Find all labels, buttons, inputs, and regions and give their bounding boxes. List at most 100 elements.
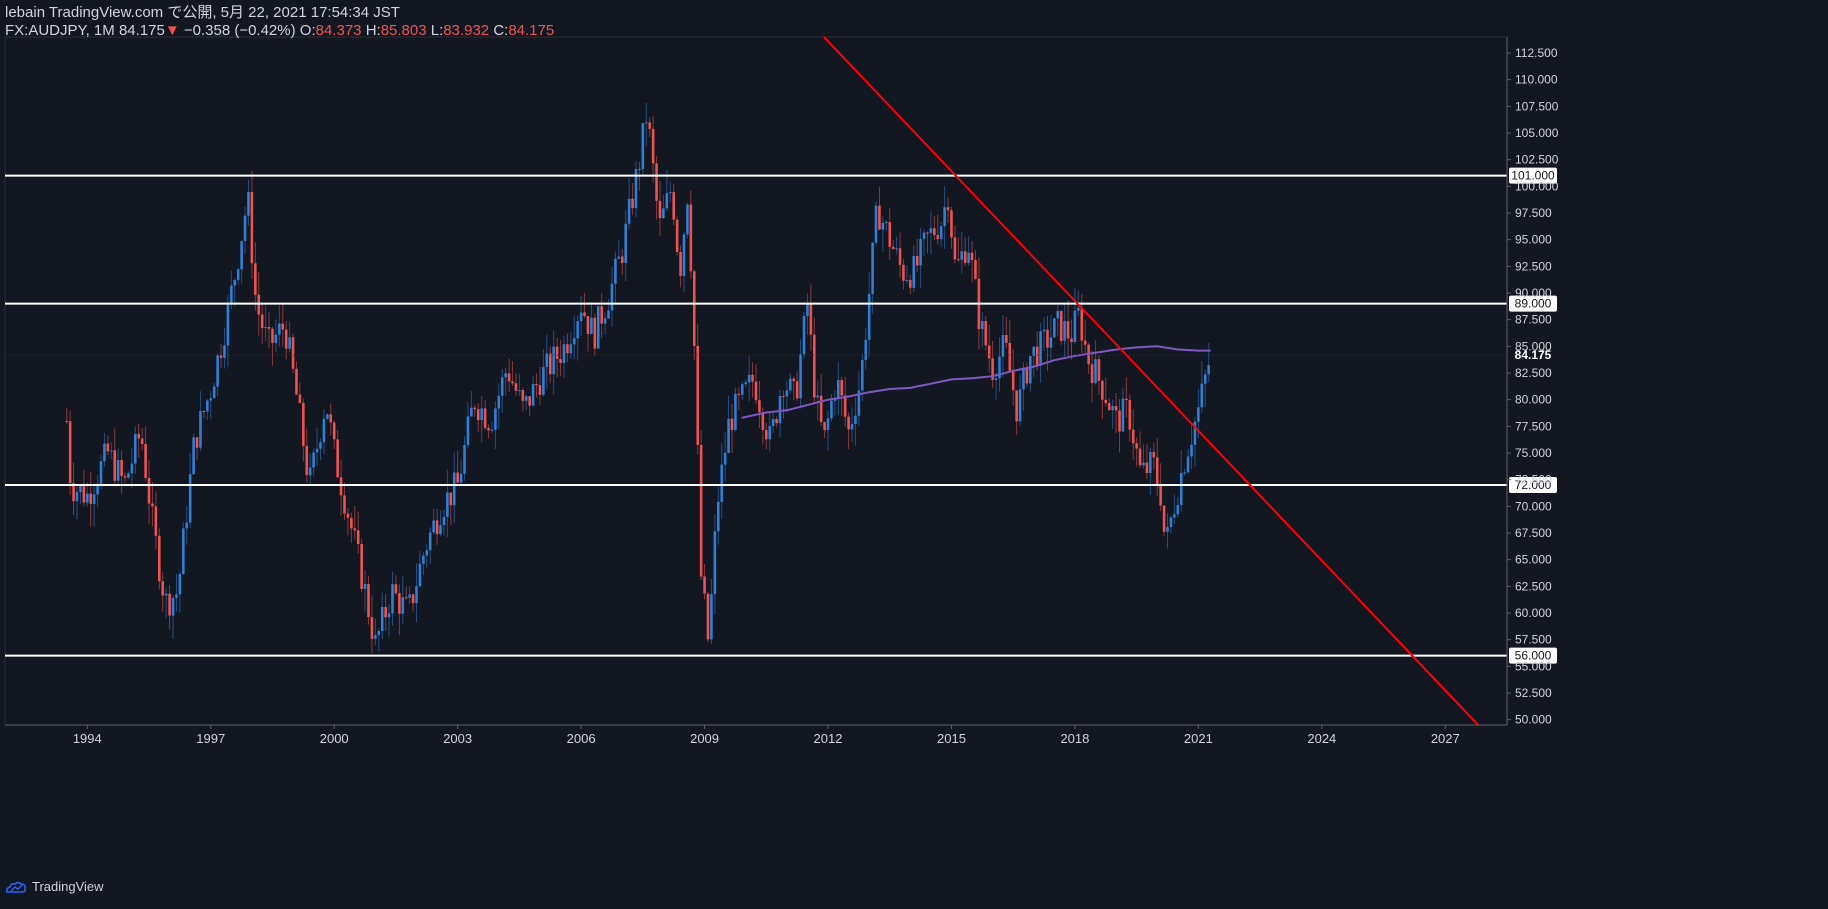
candle-body <box>415 586 418 604</box>
candle-body <box>535 383 538 386</box>
candle-body <box>1090 364 1094 384</box>
level-label-box <box>1509 295 1557 312</box>
candle-body <box>185 522 189 529</box>
level-label-box <box>1509 167 1557 184</box>
candle-body <box>888 222 892 247</box>
candle-body <box>490 429 494 431</box>
footer-brand[interactable]: TradingView <box>5 879 104 894</box>
candle-body <box>867 294 871 340</box>
candle-body <box>802 315 806 355</box>
candle-body <box>449 492 453 506</box>
change-value: −0.358 (−0.42%) <box>183 22 296 39</box>
candle-body <box>765 429 768 440</box>
candle-body <box>329 414 333 423</box>
candle-body <box>734 393 737 431</box>
candle-body <box>284 329 288 349</box>
candle-body <box>271 328 274 344</box>
candle-body <box>1159 484 1162 506</box>
candle-body <box>1179 472 1183 505</box>
last-price: 84.175 <box>118 22 165 39</box>
candle-body <box>140 438 144 445</box>
y-tick-label: 95.000 <box>1515 233 1552 247</box>
high-label: H: <box>365 22 381 39</box>
candle-body <box>387 613 391 618</box>
level-label-box <box>1509 647 1557 664</box>
candle-body <box>1015 390 1018 422</box>
candle-body <box>192 437 195 475</box>
candle-body <box>895 248 898 250</box>
y-tick-label: 77.500 <box>1515 419 1552 433</box>
candle-body <box>411 594 415 604</box>
candle-body <box>785 390 789 397</box>
candle-body <box>737 393 741 395</box>
candle-body <box>356 530 360 544</box>
x-tick-label: 1997 <box>196 731 225 746</box>
candle-body <box>1173 514 1176 518</box>
candle-body <box>92 494 96 504</box>
candle-body <box>638 169 641 171</box>
candle-body <box>178 574 182 595</box>
candle-body <box>422 555 425 564</box>
candle-body <box>830 400 833 419</box>
candle-body <box>209 398 213 401</box>
candle-body <box>514 383 518 391</box>
candle-body <box>837 380 840 398</box>
candle-body <box>614 258 617 284</box>
level-label: 56.000 <box>1515 649 1552 663</box>
publisher-line: lebain TradingView.com で公開, 5月 22, 2021 … <box>5 4 400 21</box>
candle-body <box>233 280 237 286</box>
x-tick-label: 2024 <box>1307 731 1336 746</box>
candle-body <box>110 450 113 452</box>
candle-body <box>826 418 830 431</box>
candle-body <box>1049 337 1053 348</box>
candle-body <box>861 359 864 391</box>
candle-body <box>912 255 916 288</box>
candle-body <box>624 223 627 263</box>
candle-body <box>439 525 442 535</box>
candle-body <box>710 594 713 640</box>
candle-body <box>819 395 823 423</box>
y-tick-label: 52.500 <box>1515 686 1552 700</box>
x-tick-label: 2000 <box>320 731 349 746</box>
candle-body <box>974 260 977 279</box>
candle-body <box>1114 406 1118 411</box>
candle-body <box>987 345 991 359</box>
candle-body <box>662 208 665 219</box>
candle-body <box>754 381 758 401</box>
candle-body <box>1035 346 1039 366</box>
candle-body <box>1070 338 1073 343</box>
candle-body <box>1121 398 1125 432</box>
candle-body <box>555 346 559 360</box>
y-tick-label: 90.000 <box>1515 286 1552 300</box>
candle-body <box>511 381 514 384</box>
candle-body <box>212 386 216 399</box>
candle-body <box>408 594 411 598</box>
candle-body <box>257 294 261 315</box>
candle-body <box>518 390 521 392</box>
candle-body <box>929 228 933 233</box>
candle-body <box>391 584 394 614</box>
candle-body <box>771 419 775 426</box>
candle-body <box>905 279 909 281</box>
candle-body <box>957 259 960 261</box>
candle-body <box>123 476 127 478</box>
candle-body <box>377 630 381 636</box>
candle-body <box>552 346 555 375</box>
candle-body <box>881 222 885 230</box>
candle-body <box>199 411 202 448</box>
candle-body <box>243 215 247 242</box>
x-tick-label: 2027 <box>1431 731 1460 746</box>
symbol-label[interactable]: FX:AUDJPY, 1M <box>5 22 115 39</box>
candle-body <box>679 252 682 276</box>
candle-body <box>926 232 929 234</box>
candle-body <box>1125 398 1128 400</box>
candle-body <box>82 485 86 503</box>
candle-body <box>651 128 655 164</box>
candle-body <box>206 400 209 412</box>
candle-body <box>79 485 82 493</box>
candle-body <box>418 563 422 587</box>
candle-body <box>991 358 994 380</box>
x-tick-label: 1994 <box>73 731 102 746</box>
ohlc-row: FX:AUDJPY, 1M 84.175▼ −0.358 (−0.42%) O:… <box>5 22 554 40</box>
